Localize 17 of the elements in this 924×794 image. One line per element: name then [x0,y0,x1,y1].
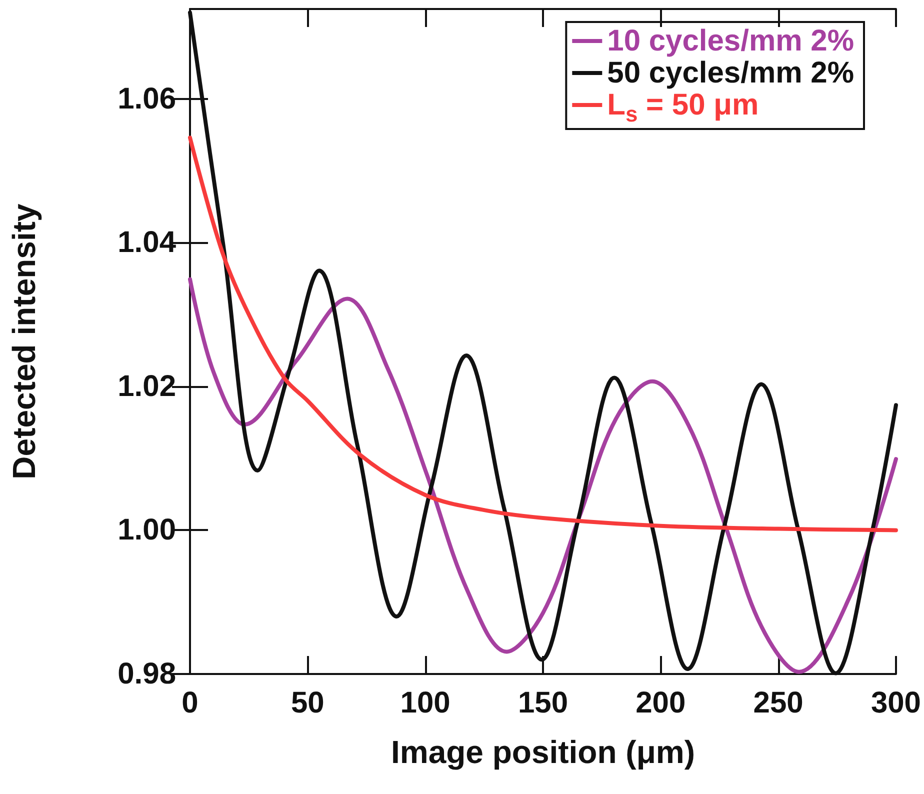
y-tick-label: 1.04 [118,226,176,260]
x-tick-label: 150 [518,686,568,720]
x-tick-label: 300 [870,686,922,720]
y-axis-title: Detected intensity [6,203,42,480]
y-tick-label: 1.06 [118,82,176,116]
line-series [188,136,898,532]
x-tick-label: 50 [290,686,324,720]
y-tick-label: 1.02 [118,370,176,403]
x-axis-title: Image position (μm) [390,734,695,770]
y-tick-label: 1.00 [118,514,176,547]
legend-label: 10 cycles/mm 2% [607,24,854,58]
y-tick-label: 0.98 [118,658,176,690]
x-tick-label: 0 [182,686,198,720]
legend-label: 50 cycles/mm 2% [607,56,854,90]
x-tick-label: 250 [753,686,804,720]
x-tick-label: 200 [636,686,686,720]
x-tick-label: 100 [400,686,450,720]
